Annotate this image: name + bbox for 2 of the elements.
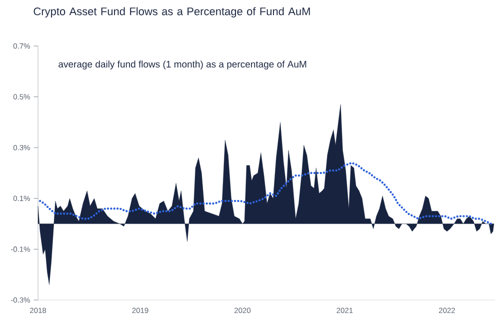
chart-title: Crypto Asset Fund Flows as a Percentage of Fund AuM xyxy=(34,7,310,18)
annotation: average daily fund flows (1 month) as a percentage of AuM xyxy=(58,60,306,70)
